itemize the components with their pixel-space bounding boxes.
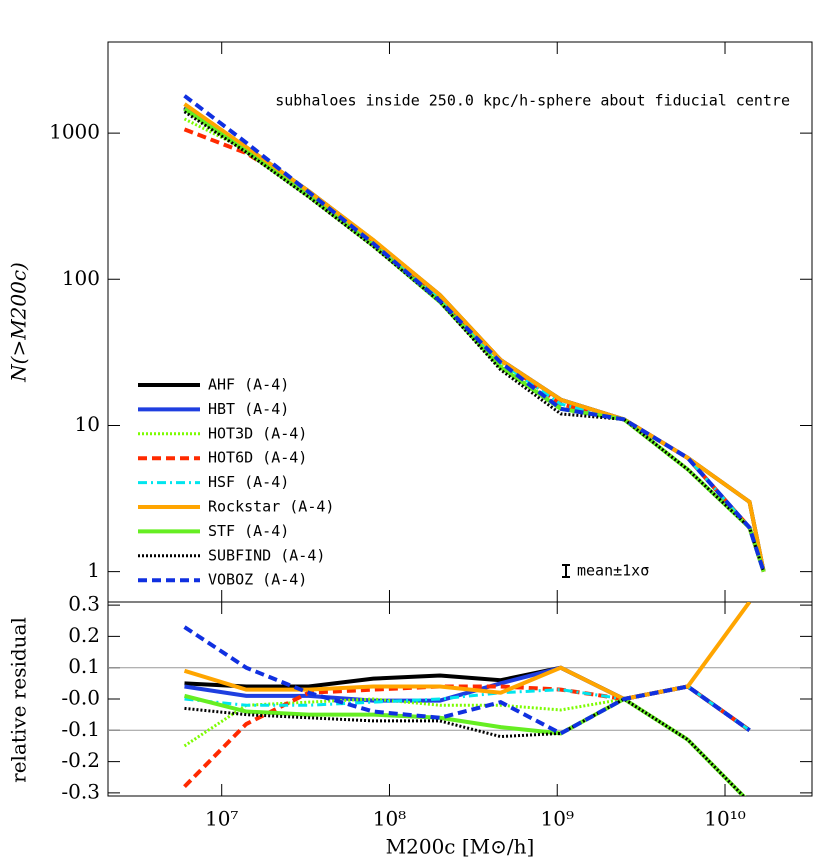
y-axis-label: N(>M200c) <box>7 262 31 383</box>
series-line <box>183 684 751 789</box>
series-line <box>183 602 752 702</box>
y-tick-label: 1 <box>87 558 100 582</box>
legend-label: HOT6D (A-4) <box>208 449 307 467</box>
legend-label: AHF (A-4) <box>208 376 289 394</box>
y-tick-label: -0.2 <box>61 748 100 772</box>
y-tick-label: 0.1 <box>68 654 100 678</box>
y-tick-label: 1000 <box>49 120 100 144</box>
x-tick-label: 10¹⁰ <box>704 807 745 831</box>
series-line <box>183 94 766 573</box>
y-tick-label: 0.2 <box>68 623 100 647</box>
error-icon <box>562 564 570 578</box>
y-tick-label: 100 <box>62 266 100 290</box>
y-tick-label: 0.3 <box>68 592 100 616</box>
y-tick-label: 10 <box>75 412 100 436</box>
legend-label: HOT3D (A-4) <box>208 424 307 442</box>
legend-label: VOBOZ (A-4) <box>208 571 307 589</box>
series-line <box>183 110 766 573</box>
legend-label: HBT (A-4) <box>208 400 289 418</box>
plot-area <box>183 602 752 796</box>
series-line <box>183 693 747 796</box>
legend-label: STF (A-4) <box>208 522 289 540</box>
x-axis-label: M200c [M⊙/h] <box>386 835 535 859</box>
y-tick-label: -0.0 <box>61 686 100 710</box>
x-tick-label: 10⁷ <box>205 807 238 831</box>
legend-label: SUBFIND (A-4) <box>208 546 325 564</box>
annotation: subhaloes inside 250.0 kpc/h-sphere abou… <box>275 92 790 110</box>
legend-label: Rockstar (A-4) <box>208 498 334 516</box>
x-tick-label: 10⁹ <box>541 807 574 831</box>
series-line <box>184 697 746 796</box>
series-line <box>184 684 751 732</box>
y-tick-label: -0.3 <box>61 779 100 803</box>
error-note: mean±1xσ <box>577 562 649 580</box>
plot-area <box>183 94 766 573</box>
series-line <box>183 625 751 736</box>
y-axis-label: relative residual <box>7 617 31 783</box>
series-line <box>183 697 746 796</box>
x-tick-label: 10⁸ <box>373 807 406 831</box>
y-tick-label: -0.1 <box>61 717 100 741</box>
legend-label: HSF (A-4) <box>208 473 289 491</box>
